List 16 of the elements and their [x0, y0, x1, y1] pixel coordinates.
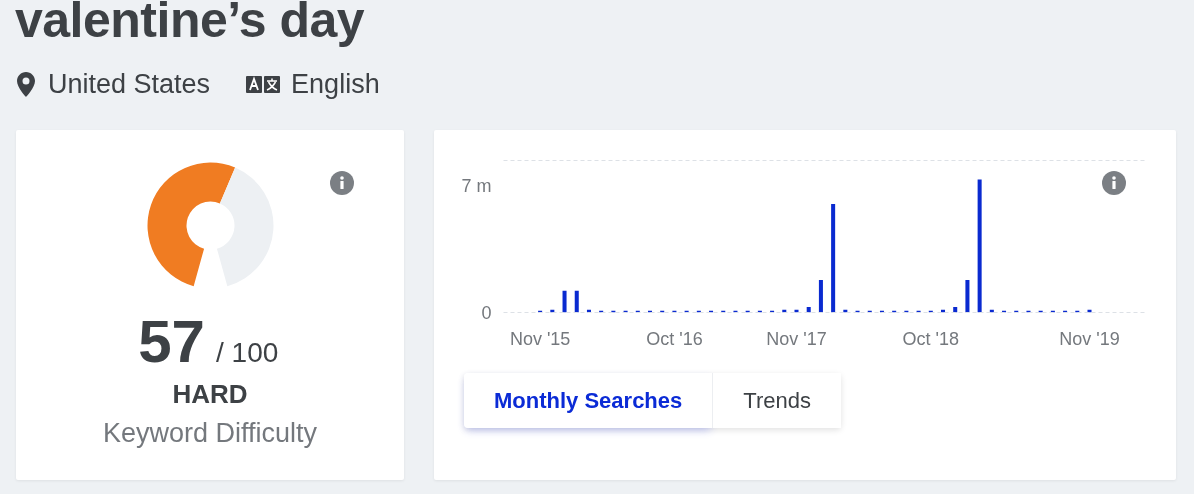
x-tick-label: Nov '17: [766, 328, 827, 349]
x-tick-label: Oct '18: [902, 328, 960, 349]
text: 57: [137, 308, 205, 376]
text: English: [291, 68, 380, 100]
y-tick-label: 7 m: [461, 175, 492, 196]
x-tick-label: Nov '15: [509, 328, 571, 349]
text: Keyword Difficulty: [101, 418, 319, 449]
y-tick-label: 0: [481, 302, 492, 323]
text: valentine’s day: [15, 0, 365, 48]
text: / 100: [216, 337, 279, 369]
text: United States: [48, 68, 211, 100]
text: Trends: [712, 373, 841, 428]
text: HARD: [171, 379, 249, 409]
x-tick-label: Oct '16: [646, 328, 703, 349]
text: Monthly Searches: [464, 373, 713, 428]
x-tick-label: Nov '19: [1059, 328, 1120, 349]
